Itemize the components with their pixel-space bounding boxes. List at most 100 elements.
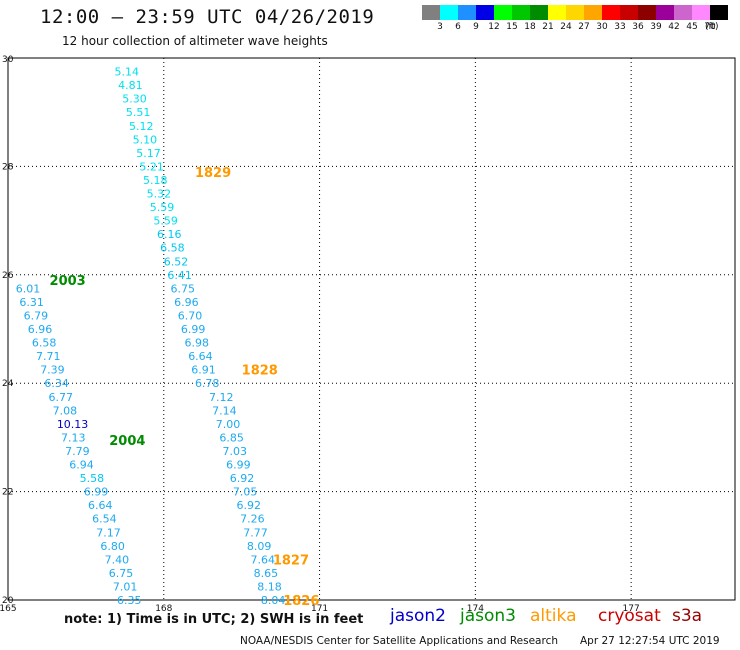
wave-height-label: 4.81 (118, 79, 142, 92)
wave-height-label: 8.04 (261, 594, 286, 607)
legend-swatch (548, 5, 566, 20)
wave-height-label: 7.00 (216, 418, 241, 431)
wave-height-label: 7.03 (222, 445, 247, 458)
wave-height-label: 5.59 (153, 215, 178, 228)
legend-label: 3 (437, 22, 443, 32)
y-tick-label: 26 (2, 271, 14, 281)
page-title: 12:00 – 23:59 UTC 04/26/2019 (40, 6, 375, 28)
legend-label: 12 (488, 22, 500, 32)
wave-height-label: 5.59 (150, 201, 175, 214)
wave-height-label: 5.21 (139, 160, 164, 173)
wave-height-label: 10.13 (57, 418, 89, 431)
wave-height-label: 6.35 (117, 594, 142, 607)
legend-label: 9 (473, 22, 479, 32)
wave-height-label: 5.51 (126, 106, 151, 119)
wave-height-label: 6.70 (178, 309, 203, 322)
legend-swatch (476, 5, 494, 20)
wave-height-label: 6.64 (88, 499, 113, 512)
legend-label: 6 (455, 22, 461, 32)
legend-swatch (710, 5, 728, 20)
wave-height-label: 6.54 (92, 513, 117, 526)
wave-height-label: 6.77 (49, 391, 74, 404)
wave-height-label: 7.26 (240, 513, 265, 526)
wave-height-label: 6.16 (157, 228, 182, 241)
wave-height-label: 7.12 (209, 391, 234, 404)
y-tick-label: 22 (2, 488, 13, 498)
satellite-jason2: jason2 (390, 606, 446, 626)
wave-height-label: 8.65 (254, 567, 278, 580)
wave-height-label: 7.17 (96, 526, 121, 539)
wave-height-label: 7.14 (212, 404, 237, 417)
wave-height-label: 6.99 (84, 486, 109, 499)
legend-label: 30 (596, 22, 608, 32)
y-tick-label: 24 (2, 379, 14, 389)
wave-height-label: 5.14 (114, 66, 139, 79)
footer-note: note: 1) Time is in UTC; 2) SWH is in fe… (64, 612, 364, 627)
legend-swatch (512, 5, 530, 20)
wave-height-label: 6.01 (16, 282, 40, 295)
wave-height-label: 6.98 (185, 337, 210, 350)
wave-height-label: 5.12 (129, 120, 154, 133)
plot-frame (7, 57, 736, 601)
wave-height-label: 6.92 (236, 499, 261, 512)
legend-swatch (674, 5, 692, 20)
wave-height-label: 7.40 (105, 553, 130, 566)
legend-label: 15 (506, 22, 518, 32)
legend-label: 42 (668, 22, 680, 32)
wave-height-label: 6.34 (44, 377, 69, 390)
wave-height-label: 5.17 (136, 147, 161, 160)
track-label: 2003 (50, 274, 86, 289)
y-tick-label: 20 (2, 596, 14, 606)
satellite-altika: altika (530, 606, 577, 626)
wave-height-label: 6.64 (188, 350, 213, 363)
legend-swatch (602, 5, 620, 20)
wave-height-label: 5.10 (133, 133, 158, 146)
legend-label: 70 (704, 22, 716, 32)
track-label: 2004 (109, 434, 145, 449)
wave-height-label: 7.01 (113, 580, 138, 593)
x-tick-label: 168 (155, 604, 172, 614)
legend-label: 18 (524, 22, 536, 32)
wave-height-label: 5.32 (147, 188, 172, 201)
legend-label: 24 (560, 22, 572, 32)
wave-height-label: 5.30 (122, 93, 147, 106)
legend-swatch (440, 5, 458, 20)
wave-height-label: 6.31 (19, 296, 44, 309)
wave-height-label: 5.18 (143, 174, 168, 187)
wave-height-label: 6.80 (100, 540, 125, 553)
wave-height-label: 6.58 (32, 337, 57, 350)
legend-swatch (620, 5, 638, 20)
wave-height-label: 6.52 (164, 255, 189, 268)
wave-height-label: 6.99 (181, 323, 206, 336)
footer-credit: NOAA/NESDIS Center for Satellite Applica… (240, 635, 558, 647)
y-tick-label: 28 (2, 162, 14, 172)
legend-swatch (638, 5, 656, 20)
wave-height-label: 7.64 (251, 553, 275, 566)
legend-swatch (530, 5, 548, 20)
legend-swatch (692, 5, 710, 20)
legend-label: 39 (650, 22, 662, 32)
y-tick-label: 30 (2, 55, 14, 65)
legend-swatch (584, 5, 602, 20)
footer-timestamp: Apr 27 12:27:54 UTC 2019 (580, 635, 720, 647)
legend-swatch (458, 5, 476, 20)
satellite-jason3: jason3 (460, 606, 516, 626)
wave-height-label: 6.75 (109, 567, 133, 580)
wave-height-label: 7.77 (243, 526, 268, 539)
page-subtitle: 12 hour collection of altimeter wave hei… (62, 34, 328, 48)
wave-height-label: 7.13 (61, 431, 86, 444)
wave-height-label: 6.41 (167, 269, 192, 282)
wave-height-label: 7.39 (40, 364, 64, 377)
wave-height-label: 6.79 (24, 309, 49, 322)
wave-height-label: 6.96 (28, 323, 53, 336)
wave-height-label: 5.58 (80, 472, 105, 485)
legend-swatch (494, 5, 512, 20)
wave-height-label: 7.08 (53, 404, 77, 417)
wave-height-label: 7.05 (233, 486, 258, 499)
wave-height-label: 8.18 (257, 580, 282, 593)
legend-label: 33 (614, 22, 626, 32)
wave-height-label: 6.75 (171, 282, 196, 295)
track-label: 1829 (195, 166, 231, 181)
x-tick-label: 177 (623, 604, 640, 614)
